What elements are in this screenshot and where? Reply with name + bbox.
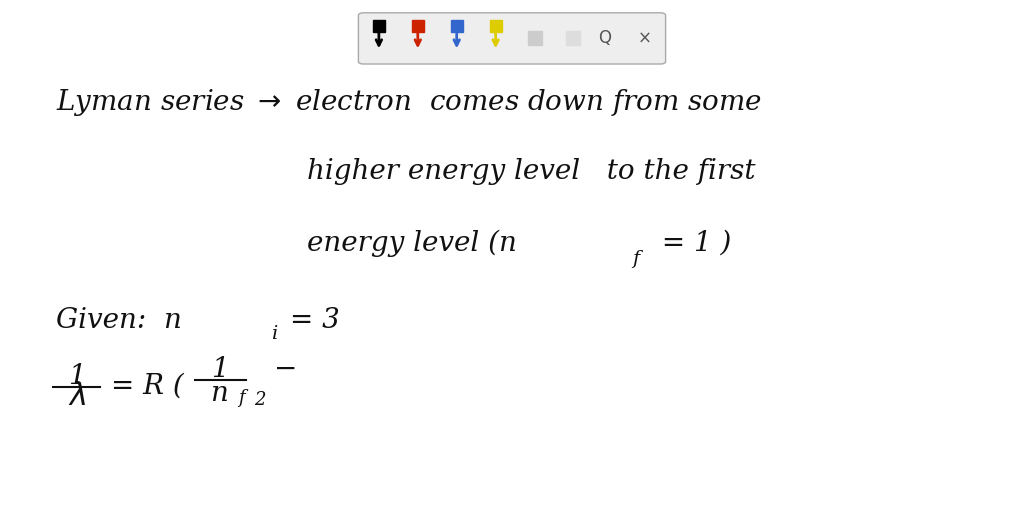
Text: i: i — [271, 325, 278, 343]
Text: f: f — [632, 249, 639, 268]
Text: f: f — [239, 389, 245, 408]
Text: energy level (n: energy level (n — [307, 229, 517, 257]
Text: n: n — [210, 380, 227, 407]
Text: = 1 ): = 1 ) — [653, 230, 732, 257]
Text: = R (: = R ( — [111, 373, 183, 400]
Text: Lyman series $\rightarrow$ electron  comes down from some: Lyman series $\rightarrow$ electron come… — [56, 87, 762, 118]
Text: Q: Q — [598, 29, 610, 48]
Text: 1: 1 — [68, 363, 86, 390]
Text: higher energy level   to the first: higher energy level to the first — [307, 158, 756, 185]
Text: 1: 1 — [211, 356, 229, 383]
FancyBboxPatch shape — [358, 13, 666, 64]
Text: $\lambda$: $\lambda$ — [68, 381, 86, 412]
Text: −: − — [274, 356, 298, 383]
Text: 2: 2 — [254, 391, 265, 410]
Text: = 3: = 3 — [290, 307, 340, 333]
Text: ×: × — [638, 29, 652, 48]
Text: Given:  n: Given: n — [56, 307, 182, 333]
